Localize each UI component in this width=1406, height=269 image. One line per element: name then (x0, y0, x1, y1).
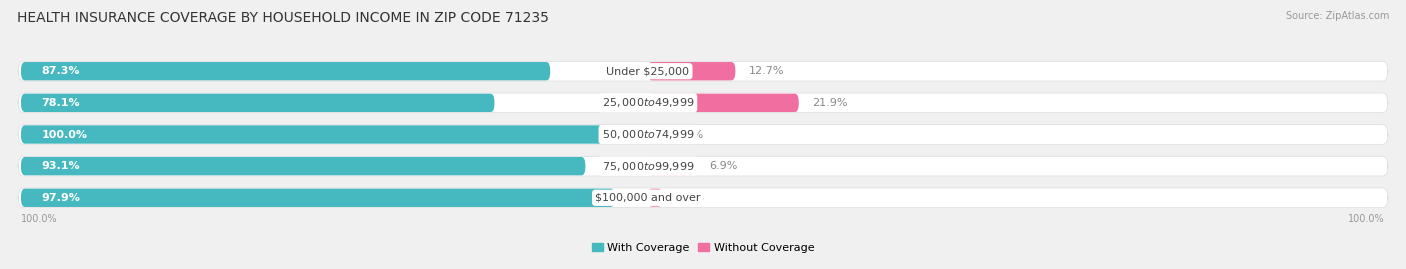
Text: 78.1%: 78.1% (42, 98, 80, 108)
FancyBboxPatch shape (18, 93, 1388, 113)
Legend: With Coverage, Without Coverage: With Coverage, Without Coverage (592, 243, 814, 253)
FancyBboxPatch shape (648, 157, 696, 175)
FancyBboxPatch shape (21, 125, 627, 144)
Text: 100.0%: 100.0% (21, 214, 58, 224)
Text: $25,000 to $49,999: $25,000 to $49,999 (602, 96, 695, 109)
Text: 6.9%: 6.9% (709, 161, 738, 171)
Text: 2.1%: 2.1% (676, 193, 704, 203)
FancyBboxPatch shape (18, 156, 1388, 176)
FancyBboxPatch shape (21, 94, 495, 112)
FancyBboxPatch shape (18, 188, 1388, 208)
Text: 100.0%: 100.0% (1348, 214, 1385, 224)
FancyBboxPatch shape (648, 189, 662, 207)
Text: HEALTH INSURANCE COVERAGE BY HOUSEHOLD INCOME IN ZIP CODE 71235: HEALTH INSURANCE COVERAGE BY HOUSEHOLD I… (17, 11, 548, 25)
FancyBboxPatch shape (18, 61, 1388, 81)
Text: Under $25,000: Under $25,000 (606, 66, 689, 76)
FancyBboxPatch shape (648, 94, 799, 112)
Text: 100.0%: 100.0% (42, 129, 87, 140)
FancyBboxPatch shape (21, 157, 585, 175)
Text: 93.1%: 93.1% (42, 161, 80, 171)
FancyBboxPatch shape (18, 125, 1388, 144)
Text: Source: ZipAtlas.com: Source: ZipAtlas.com (1285, 11, 1389, 21)
FancyBboxPatch shape (21, 189, 614, 207)
Text: 21.9%: 21.9% (813, 98, 848, 108)
FancyBboxPatch shape (21, 62, 550, 80)
Text: 87.3%: 87.3% (42, 66, 80, 76)
Text: $50,000 to $74,999: $50,000 to $74,999 (602, 128, 695, 141)
Text: $75,000 to $99,999: $75,000 to $99,999 (602, 160, 695, 173)
Text: 12.7%: 12.7% (749, 66, 785, 76)
Text: 0.0%: 0.0% (675, 129, 703, 140)
Text: 97.9%: 97.9% (42, 193, 80, 203)
Text: $100,000 and over: $100,000 and over (595, 193, 700, 203)
FancyBboxPatch shape (648, 62, 735, 80)
